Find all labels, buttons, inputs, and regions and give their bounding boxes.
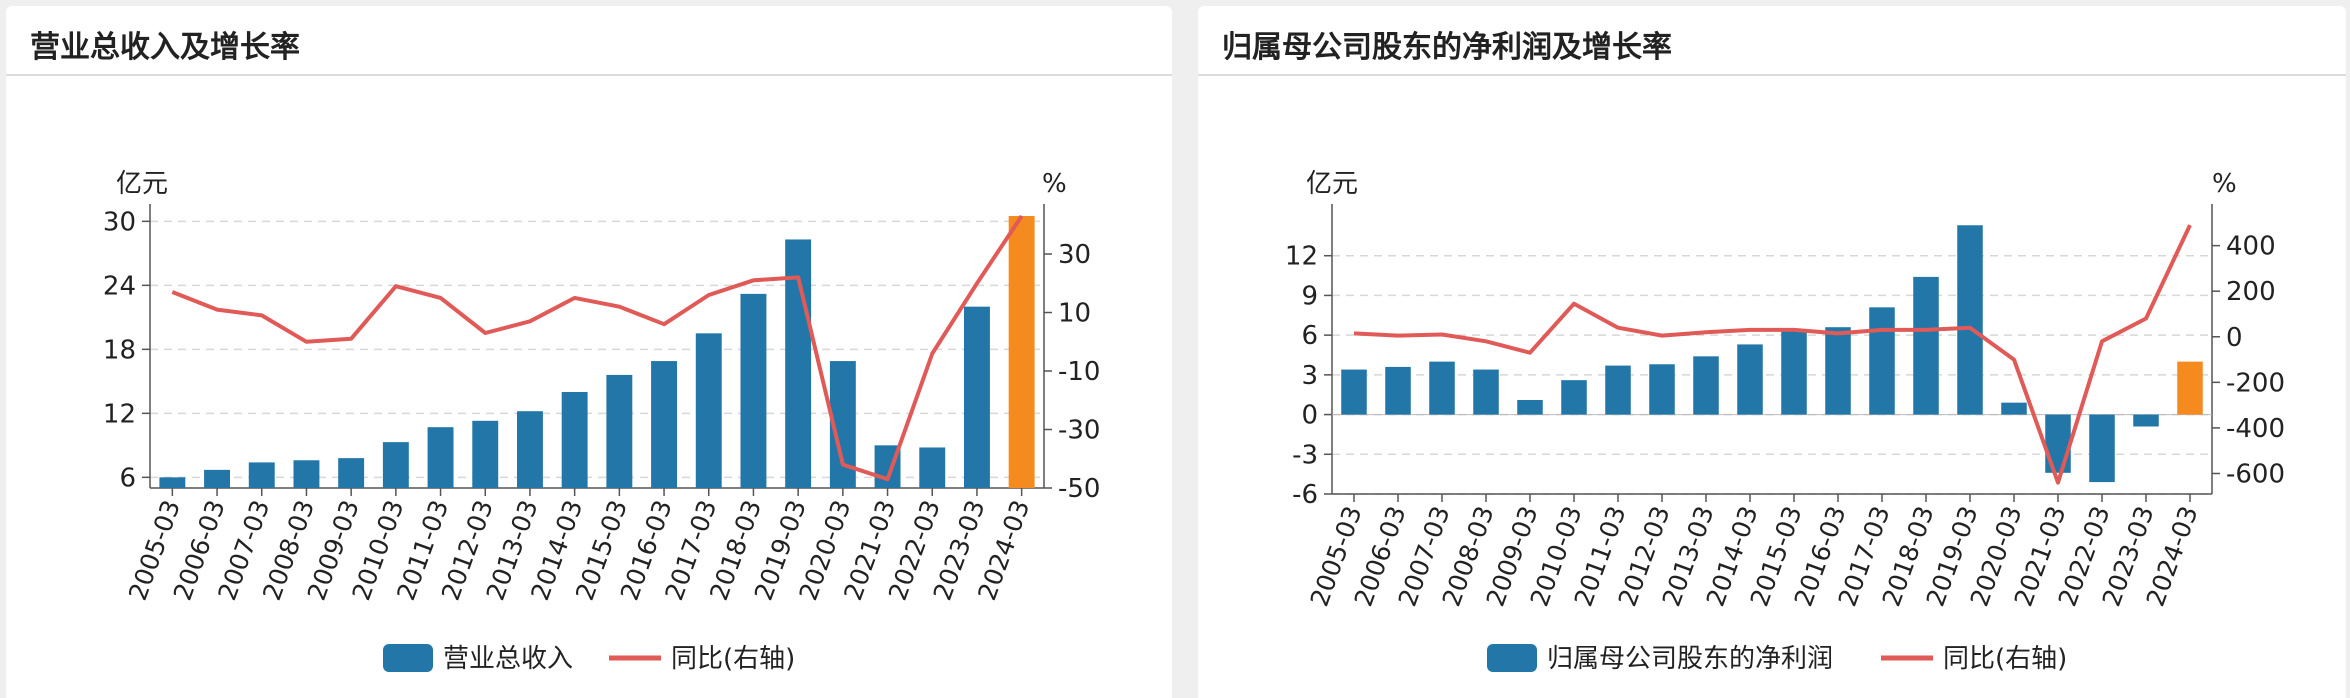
bar (1517, 400, 1543, 415)
revenue-panel-title: 营业总收入及增长率 (30, 30, 300, 65)
bar (1561, 380, 1587, 415)
bar (1737, 344, 1763, 415)
y-left-tick-label: -3 (1292, 440, 1318, 470)
bar (204, 469, 231, 488)
bar (1825, 327, 1851, 415)
revenue-panel: 营业总收入及增长率 6 12 18 24 30 30 10 -10 -30 -50 亿元% 2005-… (6, 6, 1172, 698)
bar (1429, 361, 1455, 415)
bar (606, 374, 633, 488)
bar (1781, 329, 1807, 415)
y-right-tick-label: -600 (2226, 459, 2285, 489)
bar (159, 477, 186, 488)
y-left-tick-label: 12 (1285, 242, 1318, 272)
legend-bar-swatch (1487, 644, 1537, 672)
y-right-tick-label: -200 (2226, 368, 2285, 398)
y-left-tick-label: 3 (1301, 361, 1318, 391)
bar (516, 411, 543, 488)
y-right-tick-label: -400 (2226, 414, 2285, 444)
y-right-unit: % (1042, 169, 1067, 199)
growth-line (1353, 224, 2192, 485)
y-left-tick-label: 24 (103, 271, 136, 301)
bar (472, 420, 499, 488)
y-right-tick-label: 200 (2226, 277, 2276, 307)
y-right-tick-label: -50 (1058, 474, 1100, 504)
bar (248, 462, 275, 488)
y-left-tick-label: 30 (103, 207, 136, 237)
bar (1913, 276, 1939, 415)
y-left-unit: 亿元 (116, 169, 168, 199)
y-right-tick-label: 10 (1058, 299, 1091, 329)
y-right-tick-label: 400 (2226, 232, 2276, 262)
bar (1605, 365, 1631, 415)
net-profit-panel-title: 归属母公司股东的净利润及增长率 (1222, 30, 1672, 65)
y-left-tick-label: 18 (103, 335, 136, 365)
bar (1693, 356, 1719, 415)
y-right-tick-label: 0 (2226, 323, 2243, 353)
bar (1957, 225, 1983, 415)
bar (2133, 414, 2159, 427)
y-right-tick-label: 30 (1058, 240, 1091, 270)
y-right-unit: % (2212, 169, 2237, 199)
legend-bar-swatch (383, 644, 433, 672)
bar (293, 460, 320, 488)
bar (2177, 361, 2203, 415)
legend-bar-label: 归属母公司股东的净利润 (1547, 644, 1833, 674)
bar (651, 361, 678, 488)
bar (1869, 307, 1895, 415)
y-left-tick-label: 9 (1301, 281, 1318, 311)
y-left-tick-label: -6 (1292, 480, 1318, 510)
growth-line (171, 214, 1024, 482)
bar (1473, 369, 1499, 415)
legend-line-label: 同比(右轴) (671, 644, 795, 674)
bar (740, 293, 767, 488)
net-profit-panel: 归属母公司股东的净利润及增长率 12 9 6 3 0 -3 -6 400 200 0 -200 -40… (1198, 6, 2346, 698)
y-left-unit: 亿元 (1306, 169, 1358, 199)
bar (1649, 364, 1675, 415)
bar (2089, 414, 2115, 483)
bar (2001, 402, 2027, 415)
bar (2045, 414, 2071, 473)
bar (1341, 369, 1367, 415)
bar (561, 392, 588, 488)
legend-bar-label: 营业总收入 (443, 644, 573, 674)
y-right-tick-label: -10 (1058, 357, 1100, 387)
y-right-tick-label: -30 (1058, 416, 1100, 446)
bar (382, 442, 409, 488)
bar (1008, 216, 1035, 488)
bar (695, 333, 722, 488)
bar (338, 458, 365, 488)
legend-line-label: 同比(右轴) (1943, 644, 2067, 674)
net-profit-panel-header: 归属母公司股东的净利润及增长率 (1198, 6, 2346, 76)
bar (1385, 366, 1411, 415)
bar (963, 306, 990, 488)
bar (919, 447, 946, 488)
revenue-panel-header: 营业总收入及增长率 (6, 6, 1172, 76)
y-left-tick-label: 0 (1301, 401, 1318, 431)
y-left-tick-label: 6 (1301, 321, 1318, 351)
y-left-tick-label: 6 (119, 463, 136, 493)
y-left-tick-label: 12 (103, 399, 136, 429)
bar (427, 427, 454, 488)
